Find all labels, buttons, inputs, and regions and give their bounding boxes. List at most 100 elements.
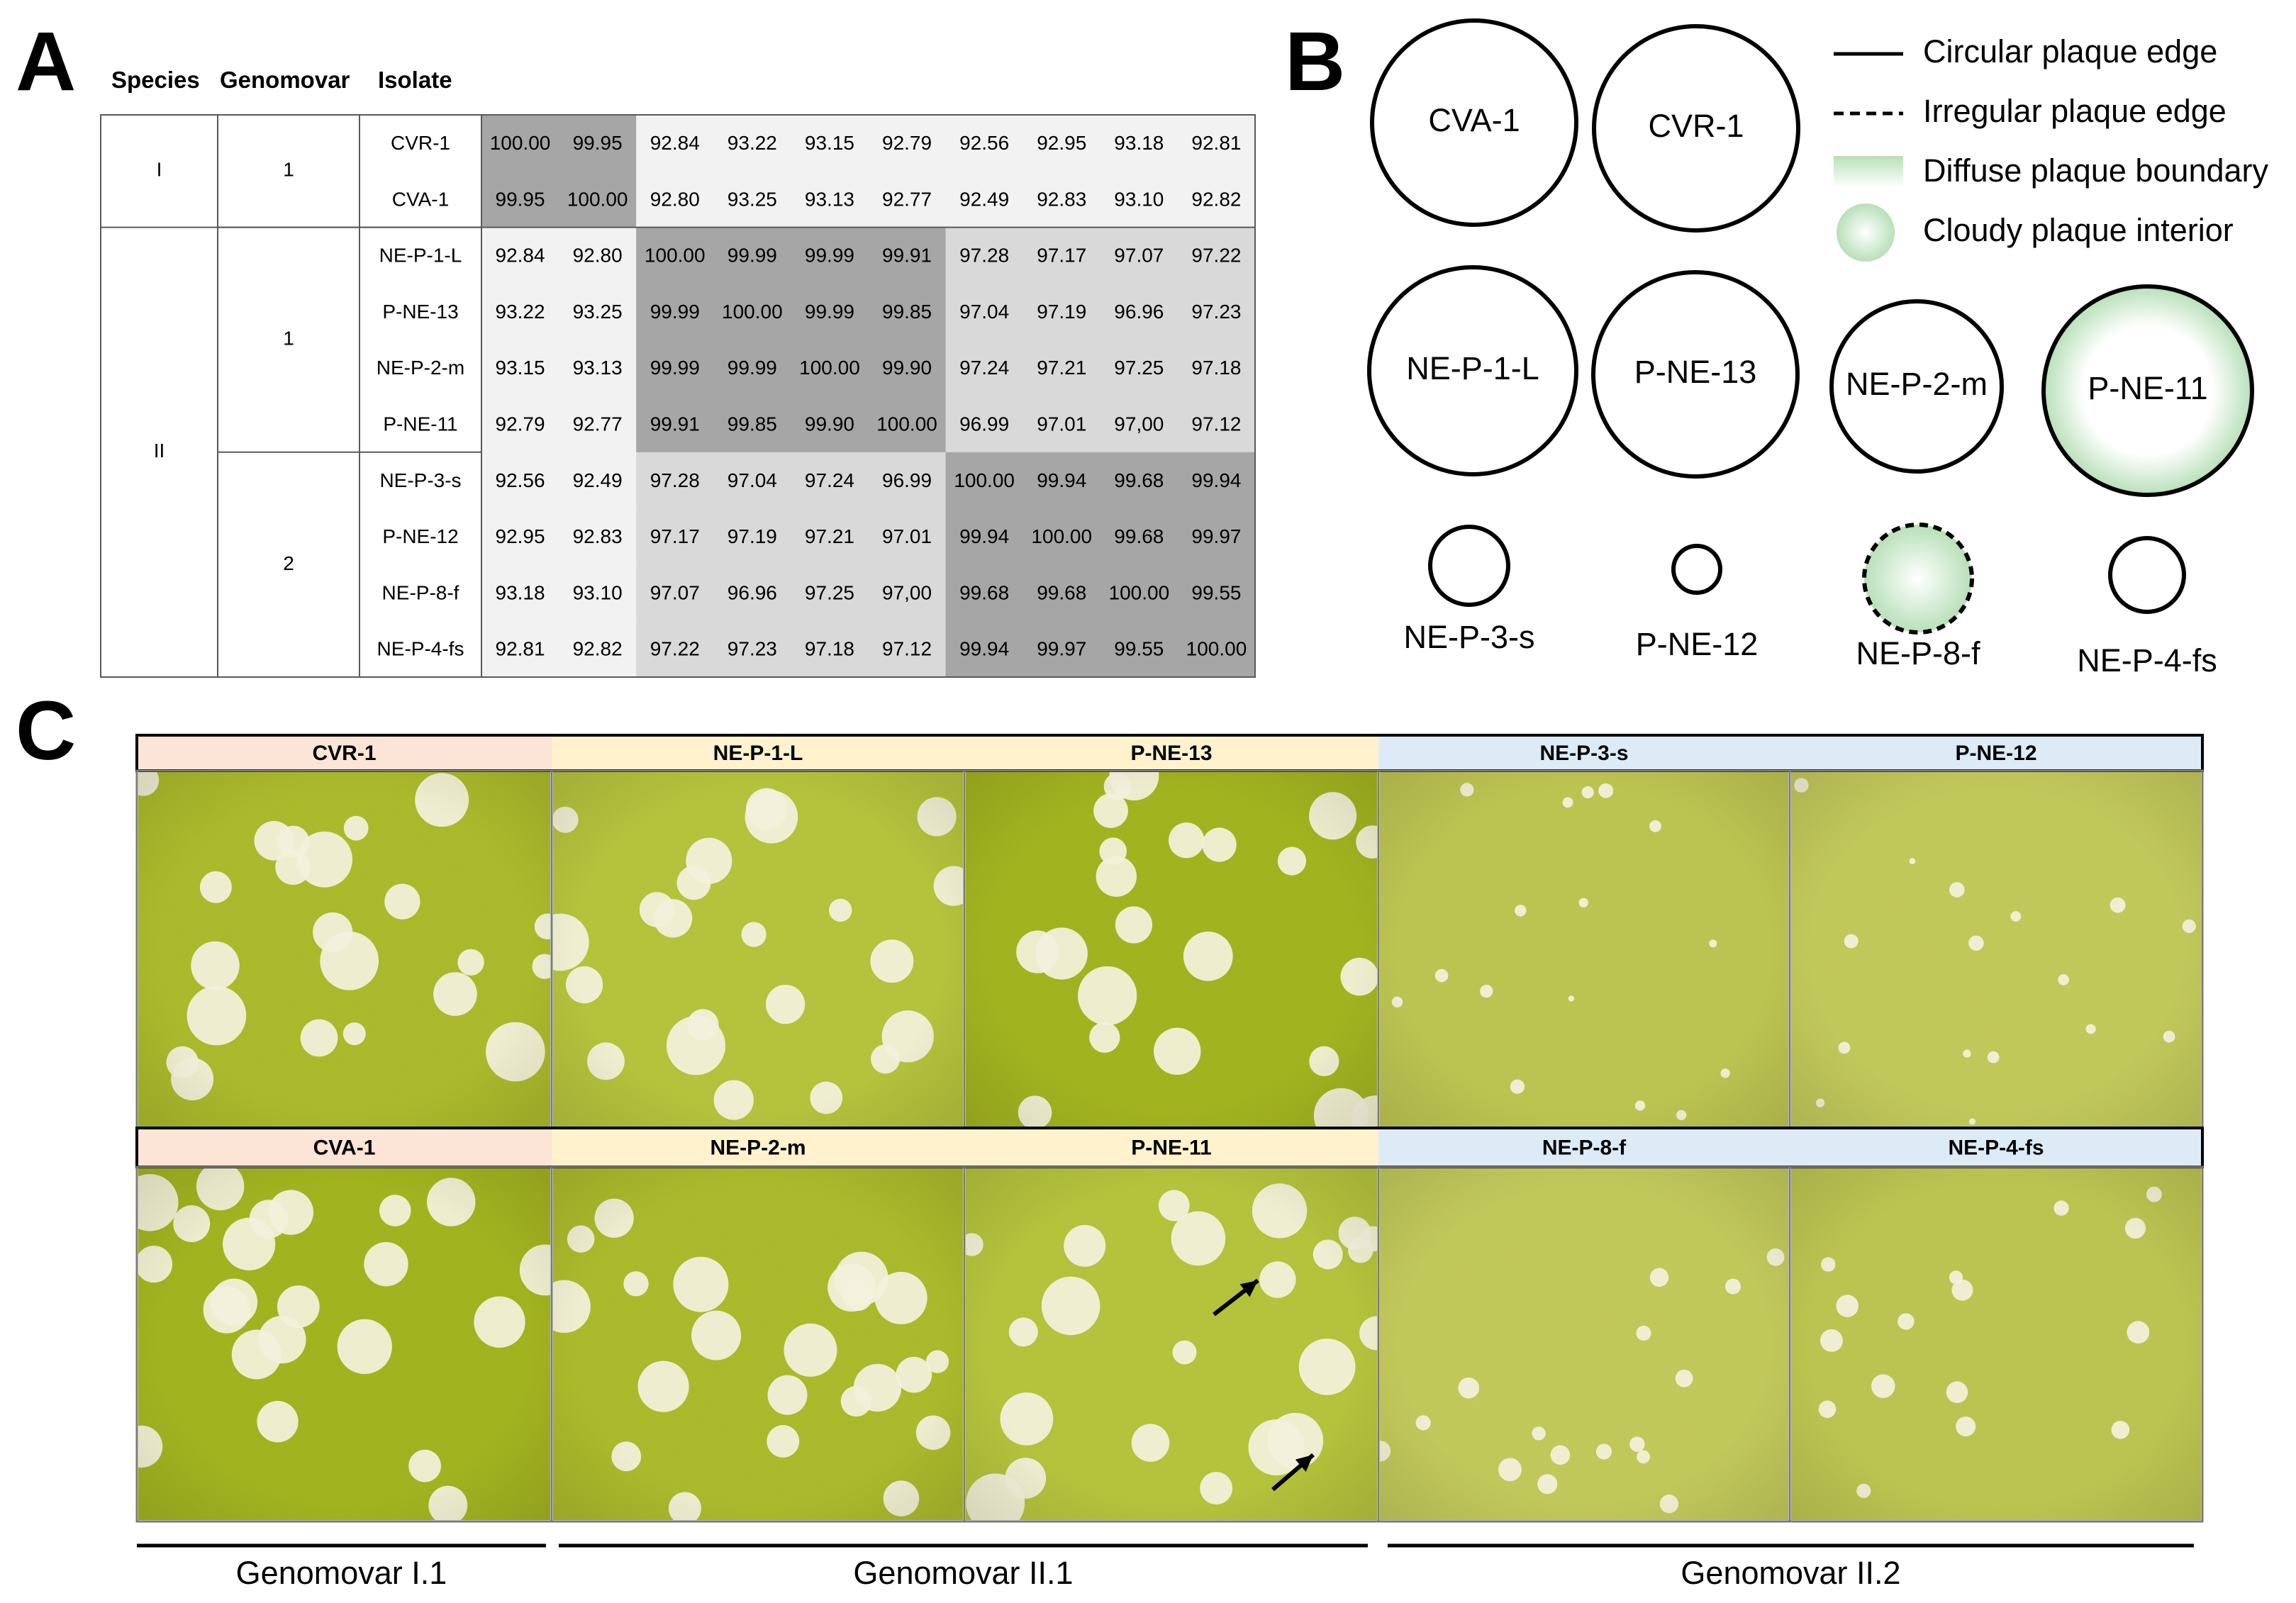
legend-label: Cloudy plaque interior: [1923, 212, 2234, 248]
photo-header-strip: [137, 1128, 552, 1167]
plaque-circle: [1367, 265, 1578, 476]
matrix-value: 99.55: [1114, 638, 1164, 660]
isolate-label: NE-P-3-s: [379, 469, 461, 491]
agar-plate-photo: [1380, 1168, 1788, 1520]
matrix-cell: [636, 340, 714, 396]
photo-vignette: [553, 772, 963, 1128]
matrix-value: 97.07: [1114, 245, 1164, 267]
matrix-value: 92.77: [882, 188, 932, 210]
matrix-cell: [559, 340, 637, 396]
matrix-value: 99.94: [1191, 469, 1241, 491]
photo-vignette: [553, 1168, 963, 1520]
matrix-value: 100.00: [490, 132, 551, 154]
legend-label: Irregular plaque edge: [1923, 93, 2227, 129]
matrix-value: 92.82: [573, 638, 623, 660]
matrix-value: 93.13: [805, 188, 854, 210]
photo-border: [1788, 1166, 2204, 1523]
matrix-value: 97.22: [650, 638, 700, 660]
isolate-label: P-NE-12: [382, 525, 458, 547]
matrix-value: 97.23: [1191, 301, 1241, 323]
matrix-cell: [945, 620, 1024, 678]
matrix-value: 99.99: [650, 301, 700, 323]
matrix-value: 99.99: [805, 301, 854, 323]
matrix-value: 99.95: [496, 188, 545, 210]
matrix-cell: [559, 227, 637, 284]
matrix-value: 97.12: [882, 638, 932, 660]
matrix-value: 99.94: [959, 638, 1009, 660]
matrix-cell: [1177, 396, 1256, 453]
matrix-value: 97.24: [805, 469, 854, 491]
matrix-value: 96.96: [1114, 301, 1164, 323]
matrix-value: 97.07: [650, 581, 700, 603]
photo-header-label: CVR-1: [312, 742, 376, 765]
matrix-value: 93.18: [1114, 132, 1164, 154]
header-species: Species: [111, 67, 200, 93]
matrix-value: 93.15: [496, 357, 545, 379]
photo-vignette: [138, 772, 550, 1128]
plaque-label: P-NE-12: [1636, 626, 1759, 662]
plaque-circle: [1829, 299, 2004, 474]
matrix-cell: [559, 171, 637, 228]
matrix-value: 99.97: [1037, 638, 1086, 660]
matrix-cell: [945, 564, 1024, 622]
matrix-cell: [1100, 340, 1178, 396]
matrix-cell: [559, 452, 637, 509]
plaque-circle: [2108, 536, 2186, 614]
matrix-value: 93.25: [573, 301, 623, 323]
photo-header-strip: [964, 1128, 1378, 1167]
header-isolate: Isolate: [378, 67, 452, 93]
matrix-value: 92.84: [496, 245, 545, 267]
matrix-cell: [1177, 283, 1256, 340]
matrix-value: 99.94: [1037, 469, 1086, 491]
matrix-value: 97.25: [805, 581, 854, 603]
matrix-value: 92.80: [573, 245, 623, 267]
matrix-value: 97.28: [650, 469, 700, 491]
matrix-value: 99.99: [728, 357, 777, 379]
plaque-label: CVA-1: [1428, 102, 1520, 138]
matrix-cell: [945, 508, 1024, 565]
matrix-cell: [1177, 452, 1256, 509]
matrix-value: 97.18: [805, 638, 854, 660]
photo-header-strip: [1378, 1128, 1790, 1167]
plaque-circle: [1592, 24, 1800, 233]
matrix-cell: [713, 171, 791, 228]
plaque-label: P-NE-13: [1634, 354, 1757, 390]
matrix-cell: [1177, 620, 1256, 678]
matrix-value: 97.04: [728, 469, 777, 491]
matrix-value: 99.94: [959, 525, 1009, 547]
matrix-value: 92.81: [496, 638, 545, 660]
photo-header-strip: [1790, 1128, 2202, 1167]
matrix-value: 99.99: [728, 245, 777, 267]
genomovar-caption: Genomovar II.2: [1681, 1555, 1900, 1591]
plaque-label: CVR-1: [1648, 108, 1744, 144]
photo-header-strip: [1790, 735, 2202, 771]
plaque-label: NE-P-4-fs: [2077, 642, 2217, 678]
photo-vignette: [1791, 772, 2201, 1128]
matrix-cell: [868, 396, 947, 453]
isolate-label: CVA-1: [392, 188, 449, 210]
matrix-cell: [559, 508, 637, 565]
matrix-value: 97.28: [959, 245, 1009, 267]
species-label: II: [154, 440, 165, 462]
table-border: [100, 114, 1256, 678]
matrix-value: 97.12: [1191, 413, 1241, 435]
isolate-label: NE-P-1-L: [379, 245, 462, 267]
matrix-value: 99.95: [573, 132, 623, 154]
cloudy-interior-icon: [1837, 203, 1895, 262]
matrix-value: 93.18: [496, 581, 545, 603]
matrix-cell: [636, 508, 714, 565]
matrix-cell: [481, 620, 559, 678]
matrix-value: 97.04: [959, 301, 1009, 323]
matrix-cell: [945, 171, 1024, 228]
matrix-value: 97.17: [650, 525, 700, 547]
isolate-label: P-NE-11: [383, 413, 457, 435]
matrix-value: 92.83: [1037, 188, 1086, 210]
matrix-cell: [1022, 283, 1101, 340]
plaque-circle: [1862, 523, 1974, 635]
photo-header-label: CVA-1: [313, 1136, 376, 1159]
matrix-cell: [1022, 564, 1101, 622]
legend-label: Circular plaque edge: [1923, 33, 2217, 69]
plaque-label: NE-P-1-L: [1406, 350, 1539, 386]
matrix-cell: [1177, 340, 1256, 396]
